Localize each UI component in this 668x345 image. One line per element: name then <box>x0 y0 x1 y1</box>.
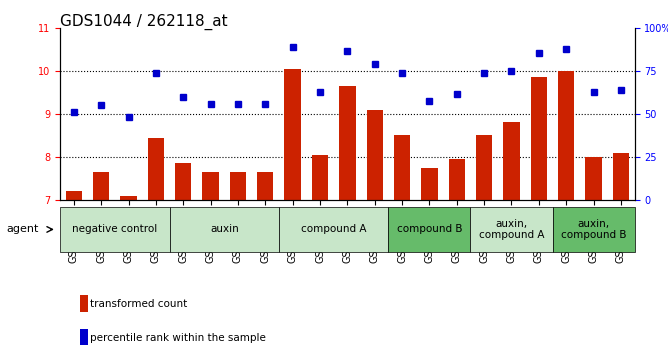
Bar <box>422 168 438 200</box>
Bar <box>202 172 219 200</box>
Bar <box>394 136 410 200</box>
Bar <box>120 196 137 200</box>
Bar <box>339 86 355 200</box>
Text: percentile rank within the sample: percentile rank within the sample <box>90 333 266 343</box>
Text: negative control: negative control <box>72 225 158 234</box>
Text: auxin,
compound A: auxin, compound A <box>479 219 544 240</box>
Bar <box>175 164 192 200</box>
Bar <box>585 157 602 200</box>
Text: auxin: auxin <box>210 225 238 234</box>
Bar <box>613 152 629 200</box>
Bar <box>558 71 574 200</box>
Bar <box>476 136 492 200</box>
Bar <box>285 69 301 200</box>
Bar <box>449 159 465 200</box>
Bar <box>93 172 110 200</box>
Bar <box>503 122 520 200</box>
Bar <box>367 110 383 200</box>
Bar <box>65 191 82 200</box>
Text: transformed count: transformed count <box>90 299 188 308</box>
Text: GDS1044 / 262118_at: GDS1044 / 262118_at <box>60 14 228 30</box>
Text: auxin,
compound B: auxin, compound B <box>561 219 627 240</box>
Text: agent: agent <box>7 225 39 234</box>
Bar <box>230 172 246 200</box>
Bar <box>257 172 273 200</box>
Bar <box>312 155 328 200</box>
Bar <box>148 138 164 200</box>
Bar <box>530 77 547 200</box>
Text: compound B: compound B <box>397 225 462 234</box>
Text: compound A: compound A <box>301 225 367 234</box>
